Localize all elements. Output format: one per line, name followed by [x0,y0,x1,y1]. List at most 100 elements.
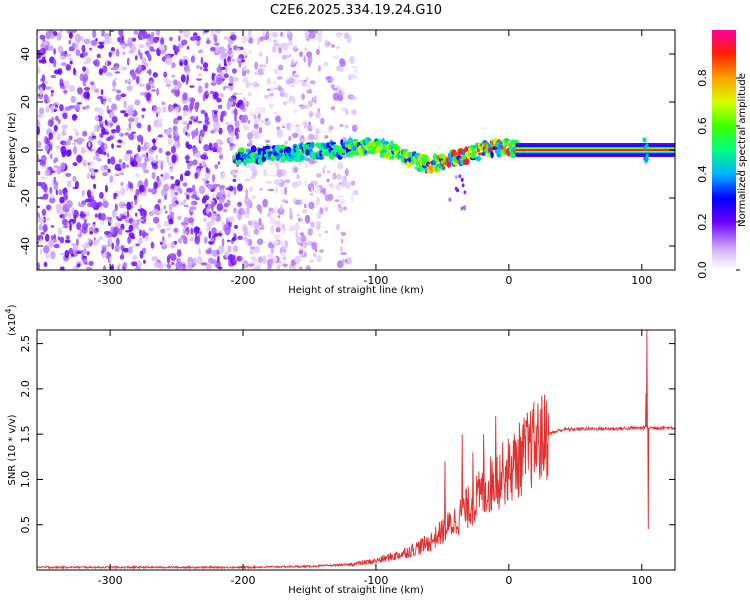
noise-speckle [141,153,147,158]
noise-speckle [93,239,99,247]
noise-speckle [75,250,83,254]
noise-speckle [65,64,72,71]
noise-speckle [247,220,253,226]
snr-y-ticks: 0.5 1.0 1.5 2.0 2.5 [19,335,675,533]
noise-speckle [105,235,113,238]
noise-speckle [79,227,82,236]
noise-speckle [82,74,89,82]
noise-speckle [280,240,284,248]
noise-speckle [313,134,319,141]
noise-speckle [126,164,129,168]
noise-speckle [201,178,207,182]
noise-speckle [240,120,247,123]
tail-speckle [463,190,467,195]
y-tick-label: 20 [19,95,32,109]
noise-speckle [51,130,57,135]
noise-speckle [59,236,65,244]
noise-speckle [216,145,223,154]
noise-speckle [106,153,110,158]
noise-speckle [242,209,246,215]
noise-speckle [59,104,64,112]
noise-speckle [103,164,109,171]
noise-speckle [285,79,292,85]
noise-speckle [80,249,84,254]
noise-speckle [274,220,281,228]
noise-speckle [291,132,299,139]
noise-speckle [98,68,103,75]
noise-speckle [297,217,302,222]
noise-speckle [211,30,214,37]
tail-speckle [454,175,458,180]
noise-speckle [184,170,191,177]
noise-speckle [217,255,220,263]
noise-speckle [93,183,97,189]
noise-speckle [199,66,203,70]
noise-speckle [248,37,254,44]
ridge-blob [359,150,363,158]
noise-speckle [152,208,159,215]
noise-speckle [232,245,239,253]
noise-speckle [242,224,248,233]
noise-speckle [337,162,344,170]
noise-speckle [84,242,88,249]
snr-x-ticks: -300 -200 -100 0 100 [98,330,652,587]
noise-speckle [141,114,145,119]
noise-speckle [114,244,120,252]
noise-speckle [127,236,132,244]
snr-x-axis-label: Height of straight line (km) [288,585,424,596]
noise-speckle [135,173,140,178]
noise-speckle [159,241,163,245]
noise-speckle [53,124,58,132]
noise-speckle [252,128,257,133]
noise-speckle [174,89,181,98]
noise-speckle [37,262,41,270]
ridge-blob [352,138,359,143]
ridge-blob [487,154,491,158]
noise-speckle [39,249,43,255]
noise-speckle [187,97,191,102]
noise-speckle [131,37,137,42]
noise-speckle [282,34,287,39]
noise-speckle [340,252,347,256]
noise-speckle [217,266,223,270]
noise-speckle [156,87,159,96]
ridge-blob [410,161,415,165]
noise-speckle [134,99,141,106]
noise-speckle [227,49,233,55]
noise-speckle [137,64,142,72]
noise-speckle [40,182,47,190]
noise-speckle [64,80,70,89]
noise-speckle [335,34,341,39]
noise-speckle [315,196,320,206]
noise-speckle [186,64,190,72]
noise-speckle [134,199,138,206]
noise-speckle [229,75,234,85]
noise-speckle [135,226,140,231]
noise-speckle [111,242,114,250]
noise-speckle [200,154,207,160]
noise-speckle [200,49,203,52]
noise-speckle [82,244,86,248]
noise-speckle [335,183,342,191]
noise-speckle [317,65,322,72]
noise-speckle [314,186,321,194]
noise-speckle [204,82,209,89]
noise-speckle [282,125,285,129]
noise-speckle [46,137,50,145]
noise-speckle [61,130,67,136]
noise-speckle [129,182,134,191]
noise-speckle [59,30,63,34]
noise-speckle [310,221,315,228]
noise-speckle [344,168,349,177]
noise-speckle [213,233,218,238]
noise-speckle [242,36,250,42]
noise-speckle [57,45,63,54]
noise-speckle [141,148,147,152]
noise-speckle [290,64,295,68]
noise-speckle [198,185,206,195]
noise-speckle [238,60,242,68]
noise-speckle [168,218,174,225]
noise-speckle [69,32,73,39]
noise-speckle [94,229,97,234]
noise-speckle [107,97,112,103]
